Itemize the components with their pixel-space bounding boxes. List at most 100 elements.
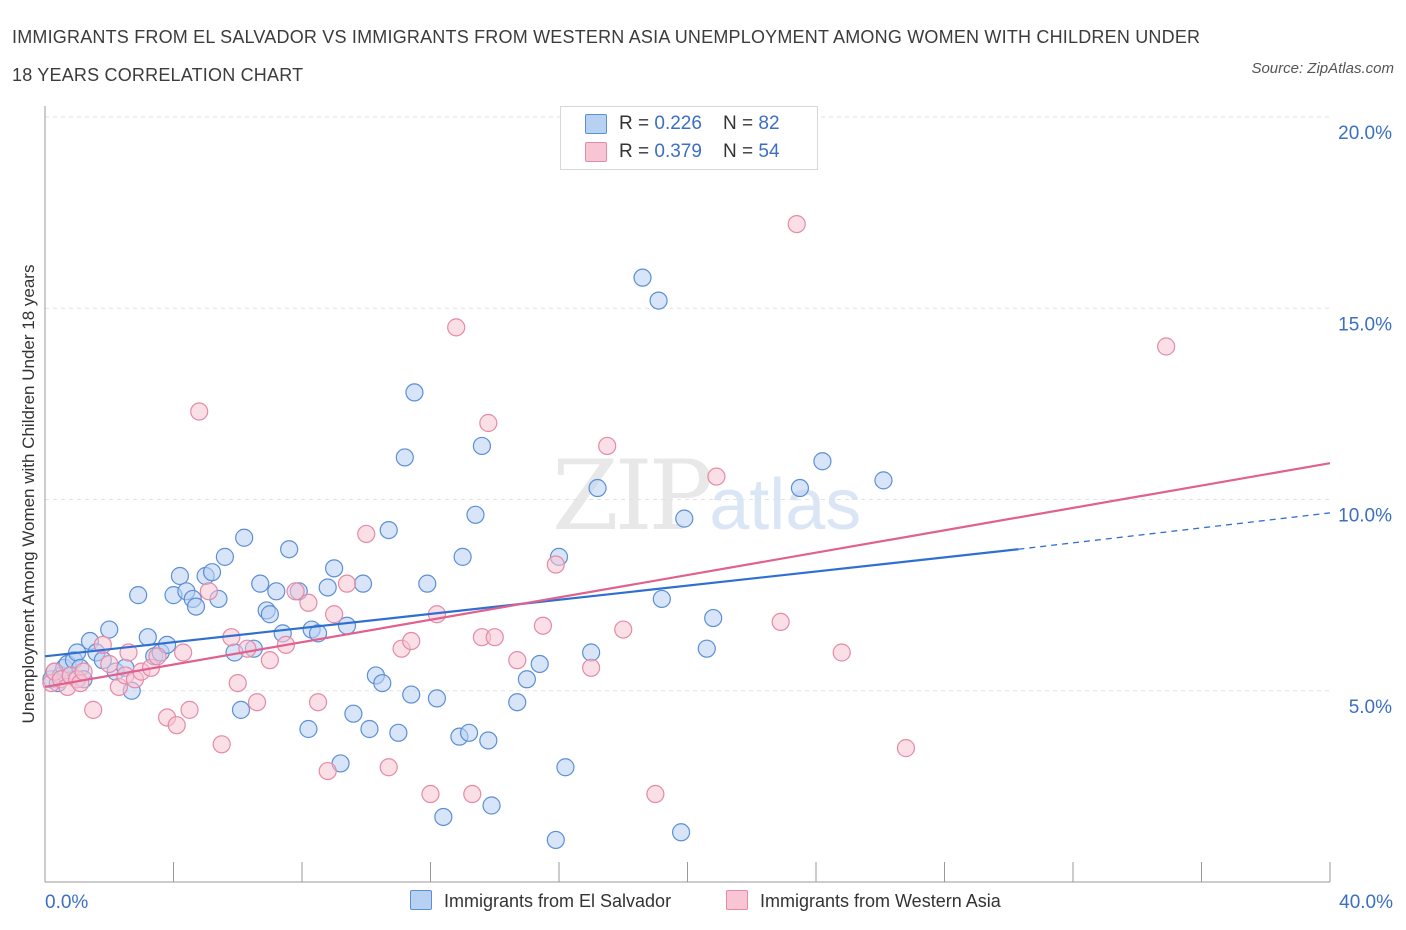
data-point-el-salvador xyxy=(874,471,893,490)
data-point-western-asia xyxy=(787,215,806,234)
watermark-atlas: atlas xyxy=(709,465,862,545)
data-point-western-asia xyxy=(771,612,790,632)
data-point-el-salvador xyxy=(633,268,652,287)
data-point-western-asia xyxy=(832,643,851,662)
data-point-el-salvador xyxy=(790,478,810,498)
data-point-el-salvador xyxy=(280,540,299,559)
trend-line-western-asia xyxy=(44,462,1331,689)
bottom-legend-swatch-blue xyxy=(410,890,432,910)
data-point-el-salvador xyxy=(231,700,251,719)
legend-r-value: 0.379 xyxy=(654,141,702,162)
data-point-el-salvador xyxy=(318,578,337,597)
data-point-el-salvador xyxy=(360,719,379,739)
data-point-western-asia xyxy=(357,524,376,544)
data-point-western-asia xyxy=(100,654,119,674)
data-point-western-asia xyxy=(299,593,318,612)
watermark: ZIPatlas xyxy=(552,440,861,552)
data-point-el-salvador xyxy=(649,291,668,310)
data-point-el-salvador xyxy=(472,436,491,456)
bottom-legend-western-asia: Immigrants from Western Asia xyxy=(726,890,1001,912)
data-point-el-salvador xyxy=(251,574,270,593)
data-point-el-salvador xyxy=(129,586,148,605)
trend-lines xyxy=(44,462,1331,689)
data-point-western-asia xyxy=(167,716,186,735)
data-point-el-salvador xyxy=(588,478,607,498)
data-point-el-salvador xyxy=(697,639,716,658)
data-point-el-salvador xyxy=(459,723,479,742)
data-point-western-asia xyxy=(325,605,344,624)
data-point-el-salvador xyxy=(389,723,408,742)
legend-n-value: 82 xyxy=(758,113,780,134)
data-point-el-salvador xyxy=(508,693,527,712)
series-western-asia xyxy=(42,215,1176,804)
legend: R = 0.226 N = 82 R = 0.379 N = 54 xyxy=(560,106,818,170)
data-point-western-asia xyxy=(260,651,279,670)
legend-n-label: N = xyxy=(723,113,759,134)
data-point-western-asia xyxy=(646,784,665,804)
data-point-western-asia xyxy=(479,413,498,433)
data-point-western-asia xyxy=(1157,337,1176,356)
data-point-western-asia xyxy=(318,761,337,781)
axes xyxy=(44,106,1331,883)
data-point-western-asia xyxy=(190,402,209,421)
data-point-western-asia xyxy=(286,582,305,601)
data-point-el-salvador xyxy=(395,448,414,467)
data-point-western-asia xyxy=(308,693,328,712)
legend-r-label: R = xyxy=(619,113,655,134)
data-point-western-asia xyxy=(379,758,398,777)
bottom-legend-label: Immigrants from Western Asia xyxy=(760,891,1001,911)
y-tick-label: 5.0% xyxy=(1349,697,1392,718)
data-point-western-asia xyxy=(707,467,726,486)
data-point-el-salvador xyxy=(671,823,691,842)
y-tick-label: 10.0% xyxy=(1338,506,1392,527)
data-point-el-salvador xyxy=(453,547,472,566)
series-el-salvador xyxy=(42,268,893,850)
data-point-el-salvador xyxy=(379,520,398,540)
tick-labels: 5.0% 10.0% 15.0% 20.0% 0.0% 40.0% xyxy=(45,123,1393,913)
data-point-western-asia xyxy=(247,693,267,712)
data-point-el-salvador xyxy=(202,563,222,582)
data-point-el-salvador xyxy=(344,704,363,723)
legend-swatch-pink xyxy=(585,141,607,162)
data-point-el-salvador xyxy=(675,509,694,528)
data-point-western-asia xyxy=(228,673,247,693)
data-point-western-asia xyxy=(463,784,482,804)
data-point-el-salvador xyxy=(267,582,286,601)
data-point-el-salvador xyxy=(299,719,318,739)
y-axis-label: Unemployment Among Women with Children U… xyxy=(19,265,38,724)
legend-row-western-asia: R = 0.379 N = 54 xyxy=(585,141,780,163)
data-point-western-asia xyxy=(598,436,617,456)
data-point-western-asia xyxy=(614,620,633,639)
data-point-el-salvador xyxy=(556,758,575,777)
bottom-legend-swatch-pink xyxy=(726,890,748,910)
legend-swatch-blue xyxy=(585,113,607,134)
y-tick-label: 15.0% xyxy=(1338,314,1392,335)
data-point-western-asia xyxy=(238,639,257,658)
data-point-el-salvador xyxy=(186,597,206,616)
data-point-western-asia xyxy=(402,631,421,651)
data-point-western-asia xyxy=(508,651,527,670)
data-point-western-asia xyxy=(74,662,93,681)
x-tick-label: 0.0% xyxy=(45,892,88,913)
data-point-el-salvador xyxy=(530,654,549,674)
data-point-el-salvador xyxy=(100,620,119,639)
grid-lines xyxy=(45,116,1330,692)
trend-line-el-salvador-extension xyxy=(1018,512,1331,550)
data-point-el-salvador xyxy=(418,574,437,593)
data-point-el-salvador xyxy=(405,383,424,402)
y-tick-label: 20.0% xyxy=(1338,123,1392,144)
data-point-el-salvador xyxy=(138,628,157,647)
bottom-legend-label: Immigrants from El Salvador xyxy=(444,891,672,911)
data-point-el-salvador xyxy=(353,574,373,593)
data-point-western-asia xyxy=(533,616,553,635)
data-point-western-asia xyxy=(582,658,601,677)
source-credit: Source: ZipAtlas.com xyxy=(1251,60,1394,77)
data-point-western-asia xyxy=(447,318,466,337)
data-point-el-salvador xyxy=(434,807,453,827)
data-point-el-salvador xyxy=(482,796,501,815)
data-point-western-asia xyxy=(421,784,440,804)
data-point-el-salvador xyxy=(813,452,832,471)
data-point-el-salvador xyxy=(466,505,485,524)
data-point-el-salvador xyxy=(170,566,190,586)
